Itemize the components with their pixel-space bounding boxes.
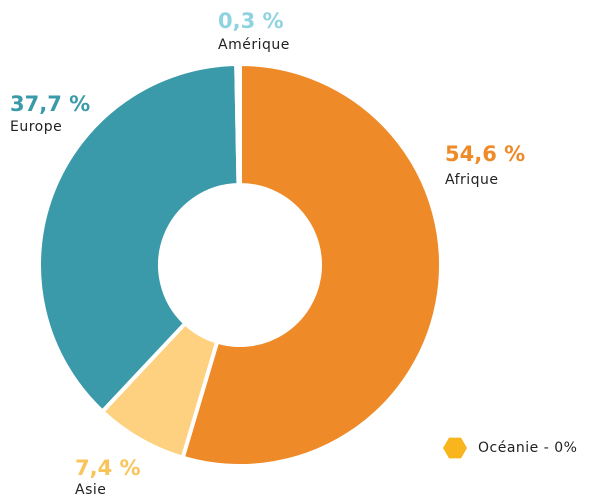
value-label: 0,3 % <box>218 9 284 33</box>
donut-slice <box>37 61 241 415</box>
category-label: Afrique <box>445 172 499 188</box>
legend-separator: - <box>539 440 554 456</box>
donut-slice <box>234 61 242 188</box>
legend-category: Océanie <box>478 440 539 456</box>
donut-slice <box>180 61 443 468</box>
legend-value: 0% <box>554 440 577 456</box>
legend-swatch <box>443 437 467 459</box>
value-label: 7,4 % <box>75 456 141 480</box>
category-label: Europe <box>10 119 62 135</box>
legend-label: Océanie - 0% <box>478 440 577 456</box>
category-label: Asie <box>75 482 106 495</box>
value-label: 37,7 % <box>10 92 90 116</box>
category-label: Amérique <box>218 37 290 53</box>
value-label: 54,6 % <box>445 142 525 166</box>
